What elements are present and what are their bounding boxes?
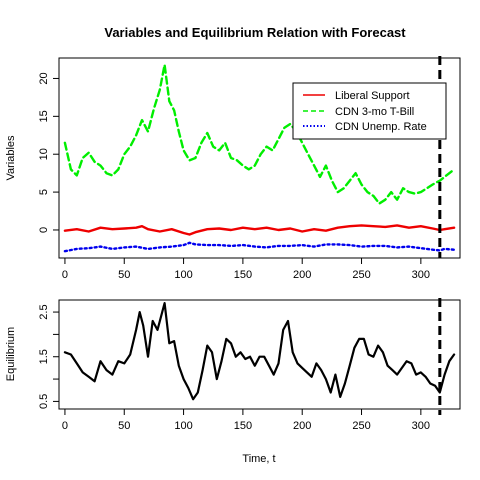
bottom-x-tick-label: 0: [62, 420, 68, 432]
bottom-y-tick-label: 0.5: [38, 394, 50, 409]
bottom-x-tick-label: 50: [118, 420, 130, 432]
bottom-plot-frame: [58, 299, 461, 410]
top-x-tick-label: 200: [293, 269, 311, 281]
bottom-x-tick-label: 200: [293, 420, 311, 432]
top-x-tick-label: 50: [118, 269, 130, 281]
top-x-tick-label: 150: [234, 269, 252, 281]
bottom-y-tick-label: 1.5: [38, 349, 50, 364]
legend-box: [292, 82, 447, 140]
top-y-tick-label: 15: [38, 110, 50, 122]
top-x-tick-label: 250: [352, 269, 370, 281]
bottom-x-tick-label: 300: [412, 420, 430, 432]
top-y-tick-label: 5: [38, 189, 50, 195]
bottom-y-axis: 0.5 1.5 2.5: [38, 304, 59, 409]
top-series-line-cdn-unemp-rate: [63, 241, 456, 253]
top-x-tick-label: 0: [62, 269, 68, 281]
top-x-tick-label: 300: [412, 269, 430, 281]
top-series-line-liberal-support: [63, 224, 456, 236]
top-panel: 0 5 10 15 20 0 50 100 150 200 250 300 Variables Li…: [5, 56, 461, 281]
bottom-x-tick-label: 100: [174, 420, 192, 432]
bottom-y-tick-label: 2.5: [38, 304, 50, 319]
chart-title: Variables and Equilibrium Relation with …: [104, 25, 406, 40]
top-x-axis: 0 50 100 150 200 250 300: [62, 258, 430, 281]
top-plot-frame: [58, 57, 461, 259]
bottom-x-tick-label: 150: [234, 420, 252, 432]
top-y-axis: 0 5 10 15 20: [38, 72, 59, 233]
bottom-panel: 0.5 1.5 2.5 0 50 100 150 200 250 300 Equilibrium…: [5, 298, 461, 465]
bottom-x-axis-label: Time, t: [242, 453, 275, 465]
top-y-axis-label: Variables: [5, 135, 17, 181]
legend-label-tbill: CDN 3-mo T-Bill: [335, 106, 414, 118]
top-y-tick-label: 20: [38, 72, 50, 84]
top-series-line-cdn-3-mo-t-bill: [63, 63, 456, 205]
bottom-x-axis: 0 50 100 150 200 250 300: [62, 409, 430, 432]
top-x-tick-label: 100: [174, 269, 192, 281]
bottom-series-lines: [63, 302, 456, 401]
legend-label-unemp-rate: CDN Unemp. Rate: [335, 121, 427, 133]
top-y-tick-label: 10: [38, 148, 50, 160]
top-series-lines: [63, 63, 456, 253]
legend-label-liberal-support: Liberal Support: [335, 90, 410, 102]
top-y-tick-label: 0: [38, 227, 50, 233]
bottom-y-axis-label: Equilibrium: [5, 327, 17, 381]
bottom-series-line-equilibrium: [63, 302, 456, 401]
legend: Liberal Support CDN 3-mo T-Bill CDN Unem…: [292, 82, 447, 140]
bottom-x-tick-label: 250: [352, 420, 370, 432]
